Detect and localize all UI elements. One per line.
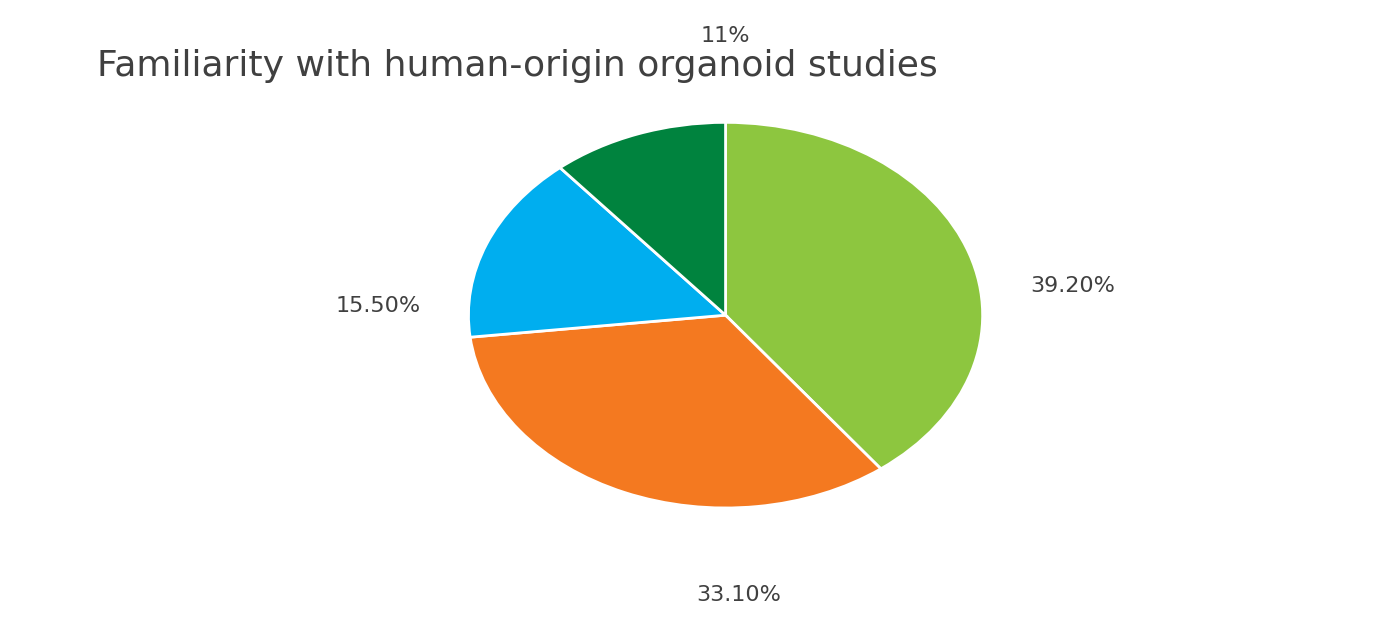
Text: Familiarity with human-origin organoid studies: Familiarity with human-origin organoid s… bbox=[97, 49, 937, 83]
Text: 33.10%: 33.10% bbox=[697, 585, 781, 605]
Text: 11%: 11% bbox=[701, 25, 750, 46]
Wedge shape bbox=[726, 122, 983, 469]
Text: 39.20%: 39.20% bbox=[1030, 276, 1115, 296]
Wedge shape bbox=[560, 122, 726, 315]
Wedge shape bbox=[470, 315, 880, 508]
Wedge shape bbox=[468, 167, 726, 337]
Text: 15.50%: 15.50% bbox=[336, 295, 422, 316]
